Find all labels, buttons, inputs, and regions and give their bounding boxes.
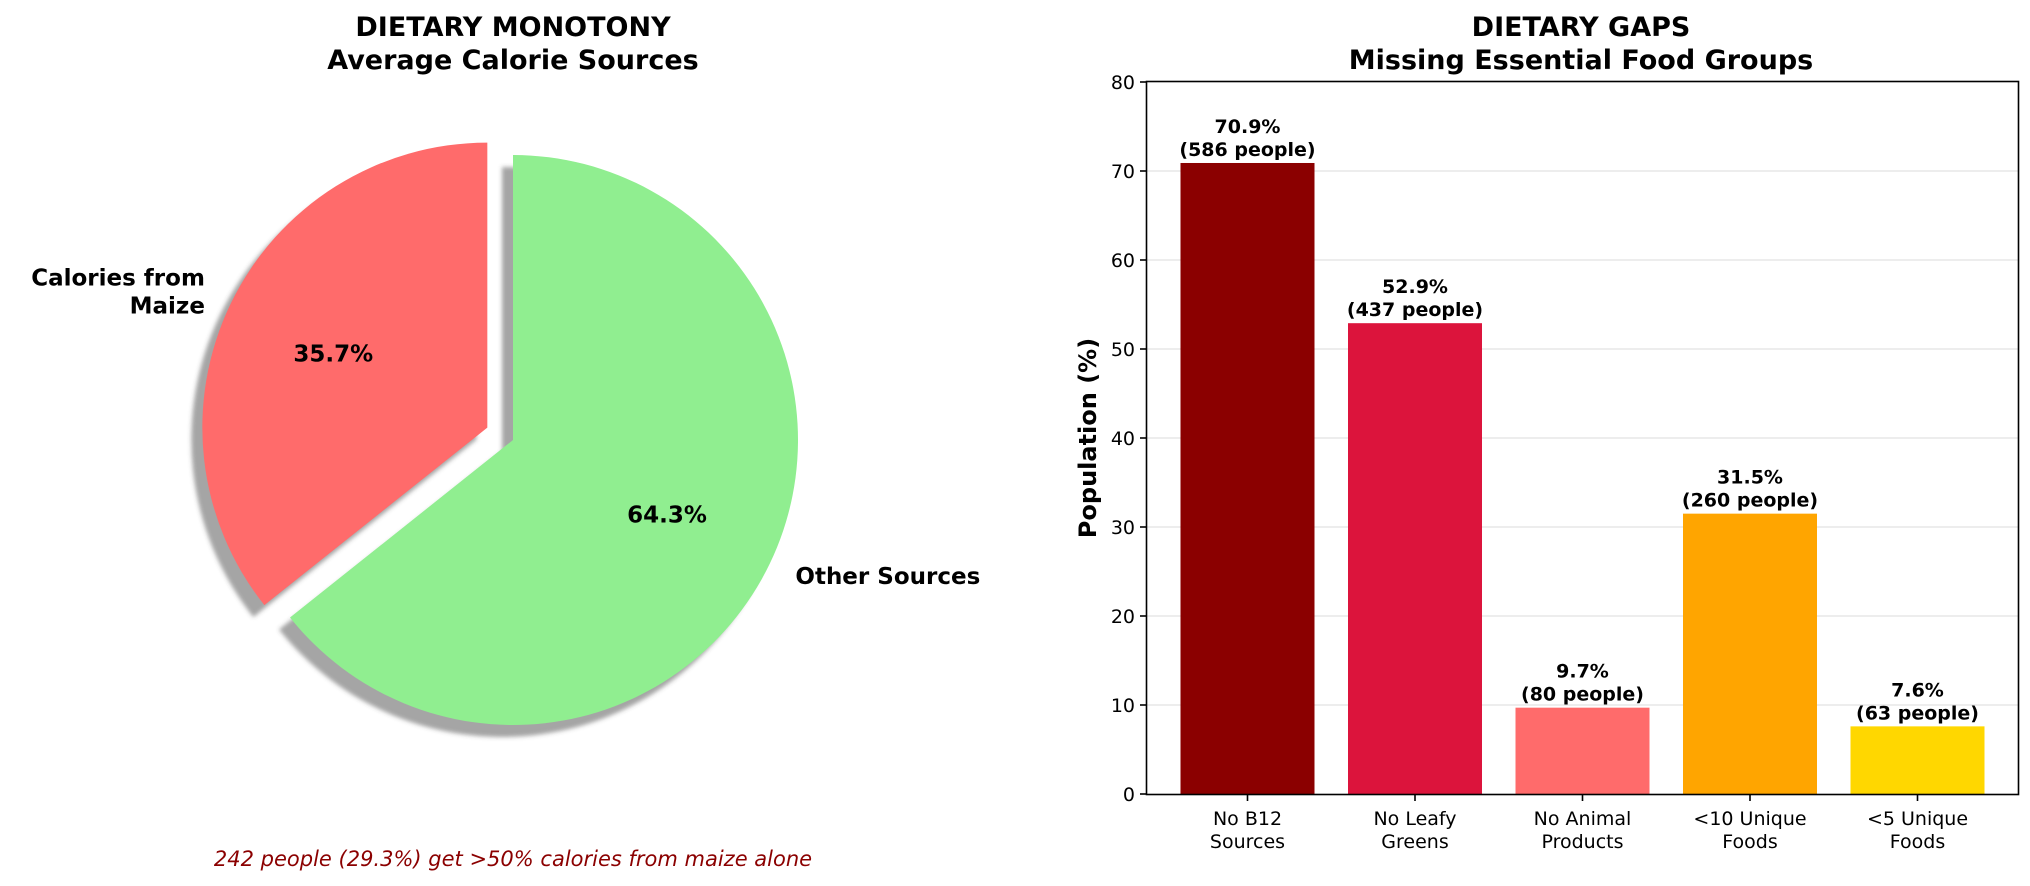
pie-slices [202,142,799,726]
bar-chart-subtitle: Missing Essential Food Groups [1349,45,1813,76]
pie-chart-subtitle: Average Calorie Sources [327,45,698,76]
y-tick-label: 50 [1111,339,1135,361]
bar-chart-plot-frame [1145,80,2020,796]
x-tick-label: <5 Unique Foods [1867,808,1968,853]
y-tick-label: 10 [1111,695,1135,717]
pie-percent-label: 64.3% [627,502,707,528]
x-tick-label: No Leafy Greens [1373,808,1456,853]
bar [1515,707,1650,794]
bar-chart-x-axis-ticks: No B12 Sources No Leafy Greens No Animal Prod… [1210,794,1968,853]
bar-chart-y-axis-label: Population (%) [1074,338,1102,538]
pie-footnote: 242 people (29.3%) get >50% calories fro… [214,847,812,871]
pie-category-labels: Calories from Maize Other Sources [31,265,980,590]
pie-percent-labels: 35.7% 64.3% [293,341,707,528]
y-tick-label: 40 [1111,428,1135,450]
y-tick-label: 60 [1111,250,1135,272]
pie-slice [290,155,799,726]
y-tick-label: 30 [1111,517,1135,539]
pie-category-label: Calories from Maize [31,265,205,319]
y-tick-label: 20 [1111,606,1135,628]
y-tick-label: 0 [1123,784,1135,806]
pie-chart-panel: DIETARY MONOTONY Average Calorie Sources… [31,12,980,871]
bar-value-label: 52.9% (437 people) [1347,276,1483,321]
bar-value-label: 7.6% (63 people) [1856,679,1979,724]
y-tick-label: 70 [1111,161,1135,183]
bar-chart-title: DIETARY GAPS [1472,12,1691,43]
bar-chart-bars [1180,162,1985,795]
pie-chart-title: DIETARY MONOTONY [355,12,671,43]
bar [1683,513,1817,794]
y-tick-label: 80 [1111,72,1135,94]
bar-chart-value-labels: 70.9% (586 people) 52.9% (437 people) 9.7% (8… [1179,116,1979,724]
x-tick-label: No B12 Sources [1210,808,1285,853]
bar-chart-y-axis-ticks: 0 10 20 30 40 50 60 70 80 [1111,72,1147,806]
x-tick-label: <10 Unique Foods [1693,808,1806,853]
bar-chart-panel: DIETARY GAPS Missing Essential Food Grou… [1074,12,2020,853]
bar [1180,162,1315,795]
x-tick-label: No Animal Products [1534,808,1632,853]
bar-value-label: 31.5% (260 people) [1682,467,1818,512]
bar-value-label: 9.7% (80 people) [1521,661,1644,706]
pie-category-label: Other Sources [795,564,980,590]
pie-slice [202,142,488,606]
bar [1348,323,1482,794]
bar-value-label: 70.9% (586 people) [1179,116,1315,161]
bar [1850,726,1985,794]
pie-percent-label: 35.7% [293,341,373,367]
